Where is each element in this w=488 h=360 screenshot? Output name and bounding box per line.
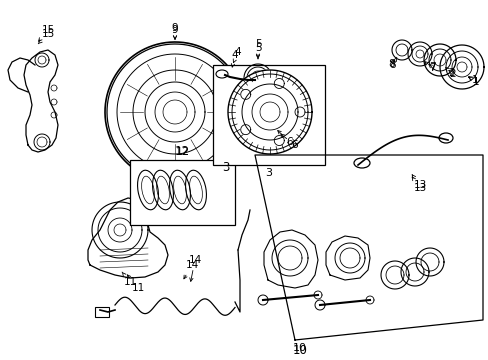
Polygon shape: [380, 261, 408, 289]
Text: 15: 15: [38, 29, 55, 44]
Text: 1: 1: [468, 75, 477, 85]
Polygon shape: [244, 64, 271, 92]
Text: 9: 9: [171, 23, 178, 39]
Text: 15: 15: [39, 25, 55, 41]
Text: 2: 2: [448, 68, 454, 78]
Text: 3: 3: [222, 162, 229, 175]
Polygon shape: [92, 202, 148, 258]
Text: 1: 1: [468, 77, 478, 87]
Text: 4: 4: [233, 47, 241, 63]
Text: 14: 14: [188, 255, 201, 282]
Text: 7: 7: [424, 62, 434, 73]
Polygon shape: [391, 40, 411, 60]
Text: 8: 8: [388, 59, 394, 69]
Polygon shape: [407, 42, 431, 66]
Text: 5: 5: [254, 43, 261, 59]
Polygon shape: [423, 44, 455, 76]
Text: 5: 5: [254, 39, 261, 57]
Text: 13: 13: [411, 175, 426, 190]
Polygon shape: [439, 45, 483, 89]
Text: 8: 8: [389, 57, 396, 70]
Text: 6: 6: [281, 134, 298, 150]
Text: 10: 10: [292, 343, 307, 356]
Text: 3: 3: [265, 168, 272, 178]
Bar: [130, 160, 235, 225]
Text: 14: 14: [183, 260, 198, 279]
Text: 12: 12: [175, 147, 189, 157]
Text: 11: 11: [127, 275, 144, 293]
Polygon shape: [227, 70, 311, 154]
Polygon shape: [415, 248, 443, 276]
Polygon shape: [271, 240, 307, 276]
Polygon shape: [35, 53, 49, 67]
Text: 9: 9: [171, 25, 178, 39]
Text: 12: 12: [174, 145, 189, 158]
Bar: [95, 307, 109, 317]
Polygon shape: [400, 258, 428, 286]
Polygon shape: [34, 134, 50, 150]
Text: 11: 11: [122, 272, 136, 287]
Polygon shape: [105, 42, 244, 182]
Bar: [213, 65, 325, 165]
Text: 13: 13: [411, 177, 426, 193]
Polygon shape: [334, 243, 364, 273]
Text: 10: 10: [292, 343, 306, 353]
Polygon shape: [258, 295, 267, 305]
Text: 7: 7: [428, 62, 434, 72]
Text: 6: 6: [277, 131, 293, 147]
Text: 2: 2: [445, 68, 455, 79]
Text: 4: 4: [231, 50, 238, 67]
Polygon shape: [314, 300, 325, 310]
